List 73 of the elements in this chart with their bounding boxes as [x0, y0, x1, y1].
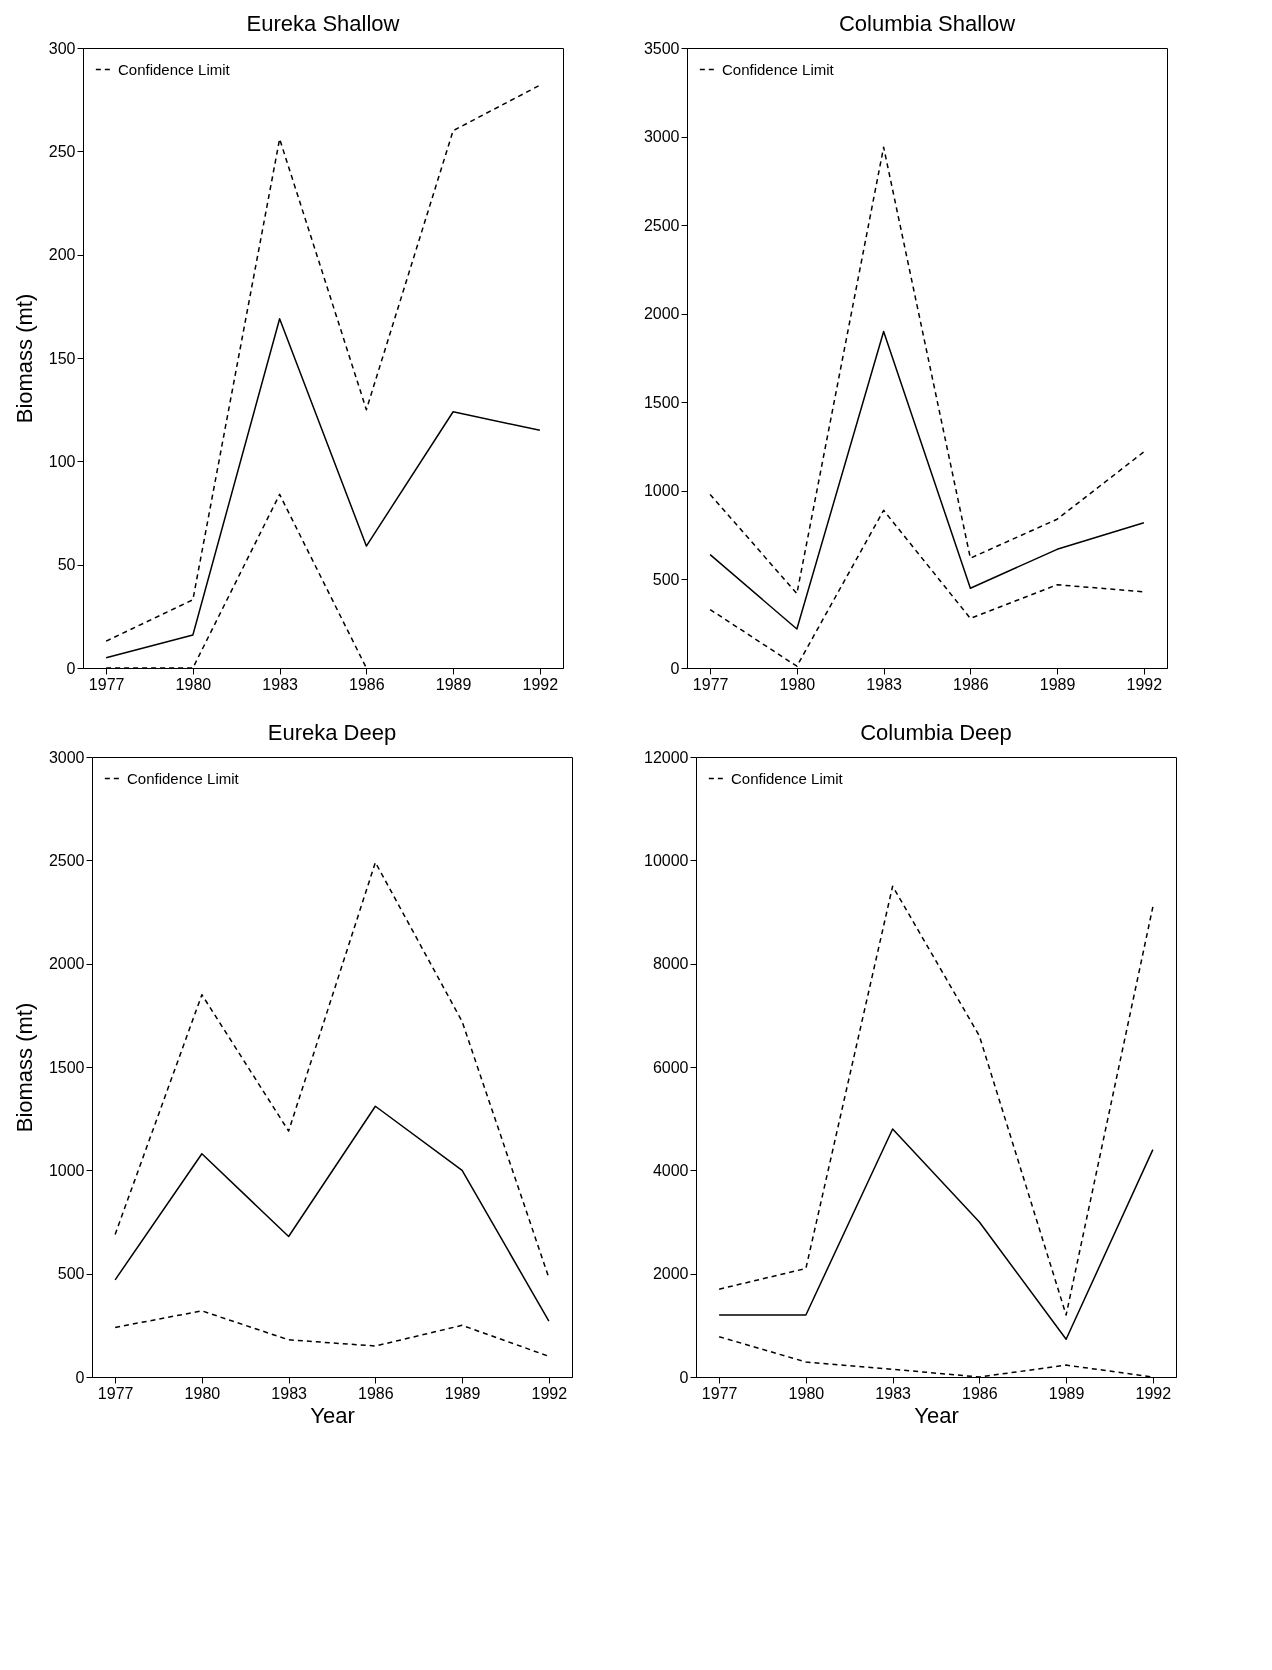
y-tick-label: 3000 — [48, 748, 85, 766]
line-series — [114, 1310, 550, 1358]
y-tick-label: 500 — [652, 570, 680, 588]
x-tick-label: 1986 — [962, 1384, 998, 1402]
y-tick-label: 0 — [75, 1368, 85, 1386]
x-axis-title: Year — [914, 1402, 959, 1428]
line-series — [114, 1105, 550, 1322]
y-tick-label: 4000 — [652, 1161, 689, 1179]
line-series — [105, 84, 541, 642]
y-axis-title: Biomass (mt) — [11, 293, 37, 424]
legend-label: Confidence Limit — [118, 60, 231, 78]
y-tick-label: 2000 — [643, 305, 680, 323]
y-tick-label: 150 — [48, 349, 76, 367]
line-series — [709, 330, 1145, 630]
x-tick-label: 1992 — [531, 1384, 568, 1402]
x-tick-label: 1989 — [444, 1384, 481, 1402]
y-tick-label: 50 — [57, 556, 76, 574]
y-tick-label: 500 — [57, 1265, 85, 1283]
chart-title: Eureka Deep — [267, 720, 397, 745]
y-tick-label: 1500 — [48, 1058, 85, 1076]
x-tick-label: 1980 — [184, 1384, 221, 1402]
x-tick-label: 1983 — [262, 675, 299, 693]
y-tick-label: 0 — [670, 659, 680, 677]
x-tick-label: 1986 — [349, 675, 385, 693]
x-tick-label: 1983 — [271, 1384, 308, 1402]
x-tick-label: 1989 — [435, 675, 472, 693]
x-tick-label: 1983 — [875, 1384, 912, 1402]
x-tick-label: 1983 — [866, 675, 903, 693]
y-tick-label: 3500 — [643, 39, 680, 57]
y-tick-label: 2000 — [48, 955, 85, 973]
line-series — [718, 1128, 1154, 1341]
y-tick-label: 300 — [48, 39, 76, 57]
legend-label: Confidence Limit — [127, 769, 240, 787]
x-tick-label: 1977 — [97, 1384, 134, 1402]
y-axis-title: Biomass (mt) — [11, 1002, 37, 1133]
x-tick-label: 1986 — [953, 675, 989, 693]
y-tick-label: 6000 — [652, 1058, 689, 1076]
y-tick-label: 1500 — [643, 393, 680, 411]
x-tick-label: 1977 — [701, 1384, 738, 1402]
legend-label: Confidence Limit — [722, 60, 835, 78]
y-tick-label: 0 — [66, 659, 76, 677]
chart-title: Columbia Shallow — [838, 11, 1016, 36]
x-tick-label: 1977 — [88, 675, 125, 693]
x-tick-label: 1989 — [1039, 675, 1076, 693]
x-axis-title: Year — [310, 1402, 355, 1428]
y-tick-label: 100 — [48, 452, 76, 470]
y-tick-label: 250 — [48, 142, 76, 160]
x-tick-label: 1980 — [779, 675, 816, 693]
x-tick-label: 1992 — [1126, 675, 1163, 693]
legend-label: Confidence Limit — [731, 769, 844, 787]
x-tick-label: 1977 — [692, 675, 729, 693]
y-tick-label: 10000 — [644, 851, 689, 869]
y-tick-label: 200 — [48, 246, 76, 264]
x-tick-label: 1986 — [358, 1384, 394, 1402]
y-tick-label: 2500 — [48, 851, 85, 869]
x-tick-label: 1980 — [175, 675, 212, 693]
x-tick-label: 1992 — [1135, 1384, 1172, 1402]
y-tick-label: 2500 — [643, 216, 680, 234]
line-series — [105, 317, 541, 659]
x-tick-label: 1980 — [788, 1384, 825, 1402]
y-tick-label: 1000 — [643, 482, 680, 500]
line-series — [718, 885, 1154, 1316]
y-tick-label: 12000 — [644, 748, 689, 766]
y-tick-label: 0 — [679, 1368, 689, 1386]
chart-title: Columbia Deep — [860, 720, 1012, 745]
line-series — [709, 146, 1145, 595]
y-tick-label: 1000 — [48, 1161, 85, 1179]
chart-title: Eureka Shallow — [246, 11, 400, 36]
y-tick-label: 2000 — [652, 1265, 689, 1283]
x-tick-label: 1989 — [1048, 1384, 1085, 1402]
y-tick-label: 8000 — [652, 955, 689, 973]
x-tick-label: 1992 — [522, 675, 559, 693]
y-tick-label: 3000 — [643, 128, 680, 146]
